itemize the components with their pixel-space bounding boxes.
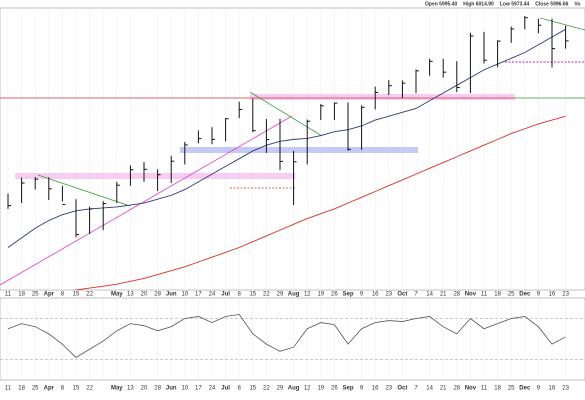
x-tick-label: 11 bbox=[5, 386, 12, 392]
x-tick-label: 26 bbox=[331, 386, 338, 392]
x-tick-label: 17 bbox=[195, 292, 202, 298]
x-tick-label: 23 bbox=[562, 292, 569, 298]
line bbox=[7, 28, 566, 248]
x-tick-label: May bbox=[111, 292, 123, 298]
x-tick-label: 22 bbox=[86, 292, 93, 298]
x-tick-label: Jul bbox=[221, 386, 230, 392]
x-tick-label: 15 bbox=[249, 386, 256, 392]
x-tick-label: 22 bbox=[263, 292, 270, 298]
x-tick-label: 7 bbox=[414, 292, 418, 298]
rsi-panel bbox=[0, 297, 585, 381]
header-text: High 6014.90 bbox=[463, 1, 494, 7]
x-tick-label: 20 bbox=[141, 386, 148, 392]
x-tick-label: 15 bbox=[73, 386, 80, 392]
x-tick-label: 9 bbox=[537, 292, 541, 298]
x-tick-label: 20 bbox=[141, 292, 148, 298]
x-tick-label: 15 bbox=[249, 292, 256, 298]
line bbox=[72, 115, 566, 290]
x-tick-label: Oct bbox=[397, 292, 407, 298]
x-tick-label: 18 bbox=[494, 292, 501, 298]
x-tick-label: 28 bbox=[154, 386, 161, 392]
x-tick-label: Jul bbox=[221, 292, 230, 298]
x-tick-label: 21 bbox=[440, 386, 447, 392]
x-tick-label: 18 bbox=[494, 386, 501, 392]
x-tick-label: 16 bbox=[549, 292, 556, 298]
x-tick-label: 13 bbox=[127, 292, 134, 298]
header-text: Vo bbox=[574, 1, 580, 7]
x-tick-label: 11 bbox=[5, 292, 12, 298]
x-tick-label: 26 bbox=[331, 292, 338, 298]
x-tick-label: 16 bbox=[549, 386, 556, 392]
x-tick-label: 28 bbox=[154, 292, 161, 298]
x-tick-label: 24 bbox=[209, 386, 216, 392]
x-tick-label: 19 bbox=[317, 292, 324, 298]
x-tick-label: Apr bbox=[44, 386, 55, 392]
x-tick-label: 13 bbox=[127, 386, 134, 392]
x-tick-label: May bbox=[111, 386, 123, 392]
x-tick-label: 28 bbox=[453, 292, 460, 298]
x-tick-label: 19 bbox=[317, 386, 324, 392]
x-tick-label: 23 bbox=[562, 386, 569, 392]
x-tick-label: Sep bbox=[342, 386, 353, 392]
x-tick-label: 23 bbox=[385, 292, 392, 298]
annotations bbox=[0, 17, 585, 286]
x-tick-label: 18 bbox=[18, 292, 25, 298]
x-tick-label: 14 bbox=[426, 386, 433, 392]
x-tick-label: Aug bbox=[288, 292, 300, 298]
x-tick-label: 22 bbox=[263, 386, 270, 392]
x-tick-label: 9 bbox=[360, 292, 364, 298]
x-tick-label: Oct bbox=[397, 386, 407, 392]
x-tick-label: 12 bbox=[304, 386, 311, 392]
x-tick-label: 15 bbox=[73, 292, 80, 298]
x-tick-label: 8 bbox=[61, 386, 65, 392]
line bbox=[7, 313, 566, 358]
x-tick-label: 11 bbox=[481, 292, 488, 298]
header-text: Open 5995.40 bbox=[425, 1, 457, 7]
x-tick-label: 12 bbox=[304, 292, 311, 298]
x-tick-label: 8 bbox=[61, 292, 65, 298]
x-tick-label: 9 bbox=[537, 386, 541, 392]
x-tick-label: 25 bbox=[32, 292, 39, 298]
header-text: Close 5996.66 bbox=[535, 1, 568, 7]
header-text: Low 5973.44 bbox=[500, 1, 530, 7]
x-tick-label: 8 bbox=[238, 292, 242, 298]
x-tick-label: 11 bbox=[481, 386, 488, 392]
x-tick-label: 29 bbox=[277, 292, 284, 298]
x-tick-label: 22 bbox=[86, 386, 93, 392]
x-tick-label: 16 bbox=[372, 386, 379, 392]
x-tick-label: 17 bbox=[195, 386, 202, 392]
x-tick-label: 18 bbox=[18, 386, 25, 392]
x-tick-label: 16 bbox=[372, 292, 379, 298]
x-tick-label: 10 bbox=[181, 386, 188, 392]
x-tick-label: 25 bbox=[508, 292, 515, 298]
x-tick-label: 25 bbox=[32, 386, 39, 392]
x-tick-label: 29 bbox=[277, 386, 284, 392]
x-tick-label: Apr bbox=[44, 292, 55, 298]
x-tick-label: Nov bbox=[465, 386, 477, 392]
x-tick-label: 28 bbox=[453, 386, 460, 392]
x-tick-label: Jun bbox=[166, 386, 177, 392]
x-tick-label: Nov bbox=[465, 292, 477, 298]
x-tick-label: Aug bbox=[288, 386, 300, 392]
x-tick-label: 8 bbox=[238, 386, 242, 392]
x-tick-label: Dec bbox=[519, 292, 531, 298]
x-tick-label: Jun bbox=[166, 292, 177, 298]
x-tick-label: 25 bbox=[508, 386, 515, 392]
x-tick-label: 10 bbox=[181, 292, 188, 298]
x-tick-label: 7 bbox=[414, 386, 418, 392]
x-tick-label: 21 bbox=[440, 292, 447, 298]
x-tick-label: 14 bbox=[426, 292, 433, 298]
x-tick-label: 9 bbox=[360, 386, 364, 392]
x-tick-label: Sep bbox=[342, 292, 353, 298]
x-tick-label: 24 bbox=[209, 292, 216, 298]
x-tick-label: 23 bbox=[385, 386, 392, 392]
x-tick-label: Dec bbox=[519, 386, 531, 392]
